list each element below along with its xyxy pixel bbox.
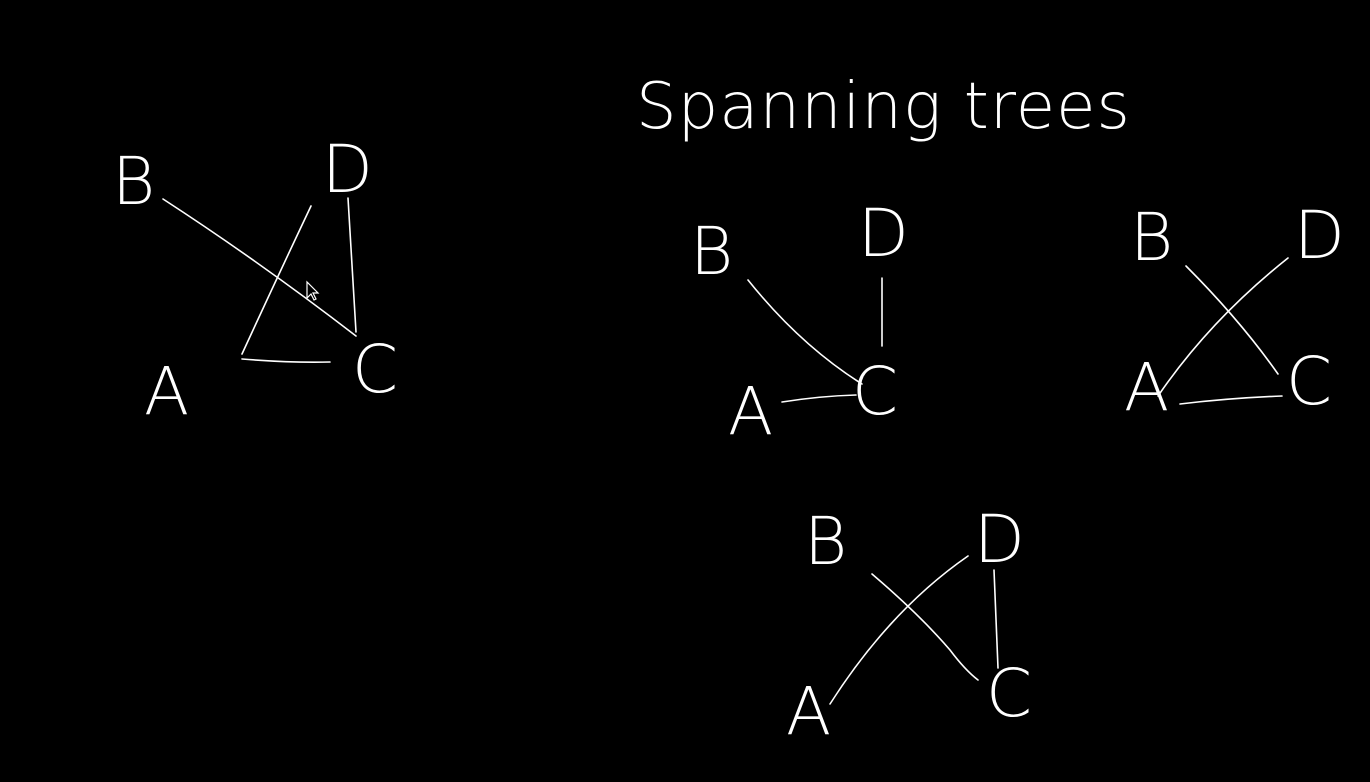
- edge-b-c: [162, 198, 357, 337]
- edge-d-a: [829, 555, 969, 705]
- spanning-tree-2: B D A C: [1124, 197, 1345, 426]
- node-a-label: A: [144, 353, 189, 430]
- original-graph: B D A C: [112, 131, 398, 430]
- edge-a-c: [241, 358, 331, 363]
- spanning-tree-1: B D A C: [690, 195, 909, 450]
- node-a-label: A: [728, 373, 773, 450]
- node-d-label: D: [974, 501, 1025, 578]
- node-b-label: B: [112, 143, 155, 220]
- spanning-tree-3: B D A C: [786, 501, 1032, 750]
- edge-b-c: [871, 573, 979, 681]
- node-c-label: C: [986, 655, 1032, 732]
- node-a-label: A: [786, 673, 831, 750]
- node-a-label: A: [1124, 349, 1169, 426]
- node-b-label: B: [804, 503, 847, 580]
- edge-b-c: [1185, 265, 1279, 375]
- edge-d-c: [347, 197, 357, 333]
- node-b-label: B: [690, 213, 733, 290]
- node-c-label: C: [352, 331, 398, 408]
- edge-d-a: [241, 205, 312, 355]
- node-d-label: D: [858, 195, 909, 272]
- pointer-arrow-icon: [306, 280, 320, 301]
- edge-d-a: [1157, 257, 1289, 397]
- node-b-label: B: [1130, 199, 1173, 276]
- node-c-label: C: [852, 353, 898, 430]
- edge-a-c: [1179, 395, 1283, 405]
- edge-d-c: [993, 569, 999, 669]
- node-d-label: D: [322, 131, 373, 208]
- edge-b-c: [747, 279, 863, 385]
- edge-a-c: [781, 394, 857, 403]
- node-d-label: D: [1294, 197, 1345, 274]
- page-title: Spanning trees: [636, 70, 1131, 144]
- node-c-label: C: [1286, 343, 1332, 420]
